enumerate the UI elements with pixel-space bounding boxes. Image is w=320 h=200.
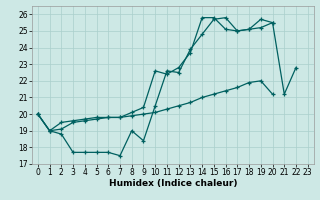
X-axis label: Humidex (Indice chaleur): Humidex (Indice chaleur) <box>108 179 237 188</box>
